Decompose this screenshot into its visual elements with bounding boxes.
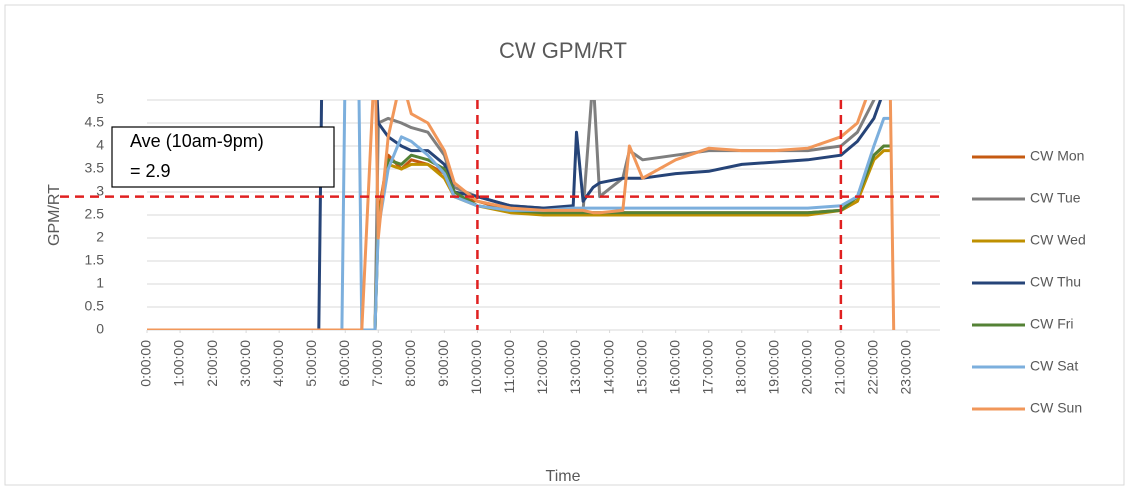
x-tick-label: 16:00:00	[666, 340, 682, 395]
annotation-text: Ave (10am-9pm)	[130, 131, 264, 151]
y-tick-label: 1.5	[85, 252, 105, 268]
x-tick-label: 13:00:00	[567, 340, 583, 395]
x-tick-label: 23:00:00	[898, 340, 914, 395]
x-tick-label: 18:00:00	[732, 340, 748, 395]
x-tick-label: 2:00:00	[204, 340, 220, 387]
x-tick-label: 10:00:00	[468, 340, 484, 395]
annotation-box	[111, 126, 335, 188]
legend-label: CW Mon	[1030, 148, 1084, 164]
x-tick-label: 11:00:00	[501, 340, 517, 394]
y-axis-title: GPM/RT	[46, 184, 63, 246]
x-axis-title: Time	[546, 468, 581, 485]
x-tick-label: 1:00:00	[171, 340, 187, 387]
legend-label: CW Sat	[1030, 358, 1078, 374]
x-tick-label: 5:00:00	[303, 340, 319, 387]
x-tick-label: 8:00:00	[402, 340, 418, 387]
y-tick-label: 5	[96, 91, 104, 107]
plot-area	[147, 100, 896, 330]
series-line	[147, 100, 896, 330]
legend-label: CW Tue	[1030, 190, 1081, 206]
series-line	[147, 144, 891, 330]
x-tick-label: 17:00:00	[699, 340, 715, 395]
y-tick-label: 2	[96, 229, 104, 245]
y-tick-label: 0.5	[85, 298, 105, 314]
x-tick-label: 4:00:00	[270, 340, 286, 387]
series-line	[147, 100, 883, 330]
y-tick-label: 2.5	[85, 206, 105, 222]
x-tick-label: 12:00:00	[534, 340, 550, 395]
x-tick-label: 15:00:00	[633, 340, 649, 395]
x-tick-label: 7:00:00	[369, 340, 385, 387]
y-tick-label: 1	[96, 275, 104, 291]
reference-lines	[60, 100, 945, 330]
x-tick-label: 0:00:00	[138, 340, 154, 387]
chart-frame	[4, 4, 1125, 486]
grid: 0 0.5 1 1.5 2 2.5 3 3.5 4 4.5 5 0:00:00 1:00:00 2:00:…	[85, 91, 940, 395]
legend-label: CW Wed	[1030, 232, 1086, 248]
series-line	[147, 149, 891, 330]
x-tick-label: 21:00:00	[832, 340, 848, 395]
legend-label: CW Fri	[1030, 316, 1074, 332]
y-tick-label: 0	[96, 321, 104, 337]
legend-label: CW Sun	[1030, 400, 1082, 416]
x-tick-label: 3:00:00	[237, 340, 253, 387]
x-tick-label: 22:00:00	[865, 340, 881, 395]
legend: CW Mon CW Tue CW Wed CW Thu CW Fri CW Sat CW S…	[972, 148, 1086, 416]
legend-label: CW Thu	[1030, 274, 1081, 290]
y-tick-label: 3.5	[85, 160, 105, 176]
x-tick-label: 20:00:00	[799, 340, 815, 395]
x-tick-label: 19:00:00	[765, 340, 781, 395]
chart-title: CW GPM/RT	[499, 38, 627, 63]
y-tick-label: 3	[96, 183, 104, 199]
x-tick-label: 6:00:00	[336, 340, 352, 387]
annotation-text: = 2.9	[130, 161, 171, 181]
x-tick-label: 14:00:00	[600, 340, 616, 395]
x-tick-label: 9:00:00	[435, 340, 451, 387]
y-tick-label: 4	[96, 137, 104, 153]
annotation: Ave (10am-9pm) = 2.9	[111, 126, 335, 188]
y-tick-label: 4.5	[85, 114, 105, 130]
